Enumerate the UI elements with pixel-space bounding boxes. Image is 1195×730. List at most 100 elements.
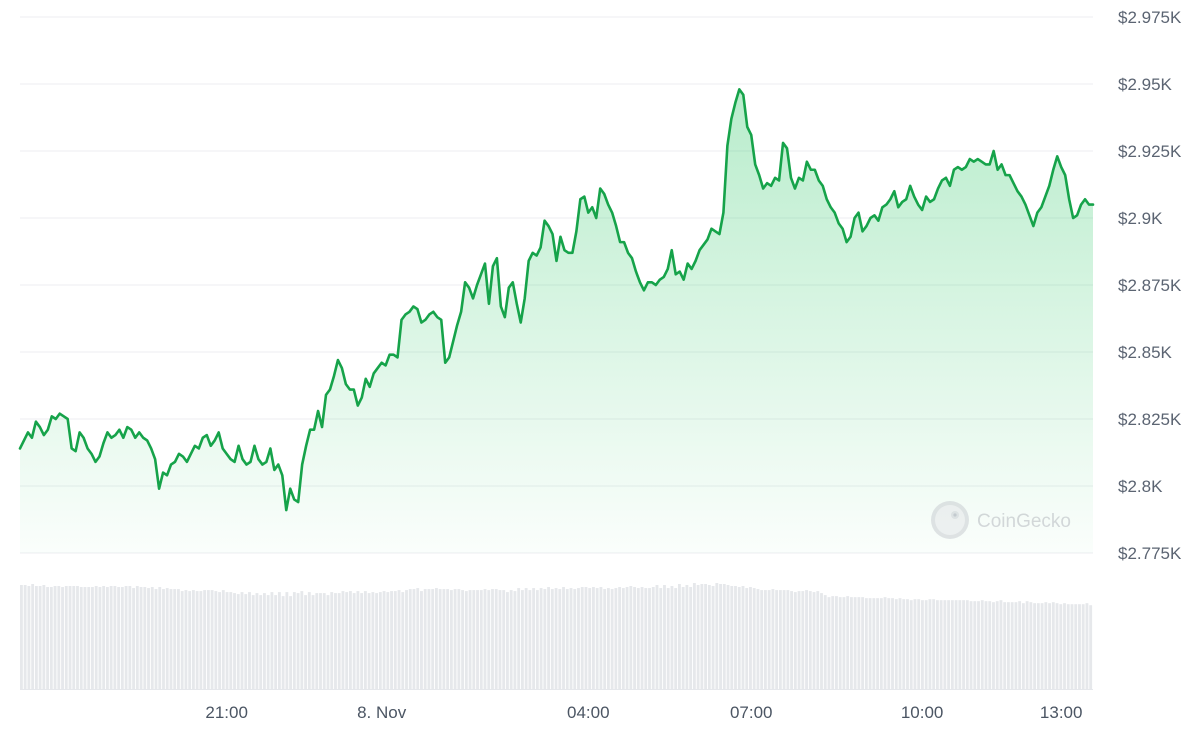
volume-bar (842, 597, 846, 689)
volume-bar (191, 590, 195, 689)
volume-bar (461, 590, 465, 689)
volume-bar (984, 601, 988, 689)
volume-bar (416, 588, 420, 689)
volume-bar (928, 599, 932, 689)
volume-bar (1066, 604, 1070, 689)
volume-bar (169, 589, 173, 689)
volume-bar (23, 585, 27, 689)
volume-bar (427, 589, 431, 689)
volume-bar (102, 586, 106, 689)
volume-bar (678, 584, 681, 689)
volume-bar (969, 601, 973, 689)
volume-bar (289, 596, 293, 689)
y-tick-label: $2.925K (1118, 142, 1182, 161)
volume-bar (651, 587, 655, 689)
volume-bar (147, 588, 150, 689)
volume-bar (453, 589, 457, 689)
volume-bar (805, 590, 808, 689)
volume-bar (184, 590, 188, 689)
volume-bar (1048, 603, 1051, 689)
volume-bar (640, 587, 644, 689)
volume-bar (375, 593, 379, 689)
volume-bar (292, 592, 296, 689)
volume-bar (91, 587, 94, 689)
volume-bar (894, 599, 898, 689)
volume-bar (274, 595, 278, 689)
volume-bar (883, 597, 887, 689)
volume-bar (846, 596, 850, 689)
volume-bar (565, 589, 569, 689)
volume-bar (988, 601, 992, 689)
watermark: CoinGecko (931, 501, 1071, 539)
volume-bar (457, 589, 461, 689)
volume-bar (487, 590, 491, 689)
volume-bar (405, 590, 408, 689)
volume-bar (625, 587, 629, 689)
volume-bar (618, 587, 622, 689)
volume-bar (588, 588, 592, 689)
volume-bar (393, 591, 397, 689)
volume-bar (711, 586, 715, 689)
volume-bar (248, 592, 251, 689)
volume-bar (72, 586, 76, 689)
volume-bar (980, 600, 984, 689)
volume-bar (180, 591, 184, 689)
volume-bar (621, 588, 625, 689)
volume-bar (195, 591, 199, 689)
volume-bar (105, 587, 109, 689)
volume-bar (87, 587, 91, 689)
volume-bar (917, 599, 921, 689)
volume-bar (143, 587, 147, 689)
volume-bar (528, 590, 532, 689)
volume-bar (1055, 603, 1059, 689)
volume-bar (1089, 605, 1093, 689)
volume-bar (83, 587, 87, 689)
volume-bar (666, 588, 670, 689)
volume-bar (434, 588, 438, 689)
volume-bar (849, 597, 853, 689)
x-tick-label: 13:00 (1040, 703, 1083, 722)
volume-bar (648, 588, 651, 689)
volume-bar (277, 592, 281, 689)
volume-bar (363, 591, 367, 689)
y-tick-label: $2.825K (1118, 410, 1182, 429)
volume-bar (655, 585, 659, 689)
volume-bar (420, 591, 423, 689)
volume-bar (820, 593, 823, 689)
volume-bar (438, 589, 442, 689)
volume-bar (79, 587, 83, 689)
volume-bar (573, 589, 577, 689)
volume-bar (704, 584, 708, 689)
volume-bar (139, 587, 143, 689)
volume-bar (520, 590, 524, 689)
volume-bar (494, 589, 498, 689)
volume-bar (1085, 603, 1089, 689)
volume-bar (876, 598, 879, 689)
volume-bar (49, 587, 53, 689)
volume-bar (853, 597, 857, 689)
volume-bar (315, 593, 319, 689)
volume-bar (360, 593, 364, 689)
volume-bar (700, 584, 704, 689)
volume-bar (797, 591, 801, 689)
volume-bar (614, 588, 618, 689)
volume-bar (177, 589, 180, 689)
volume-bar (879, 598, 883, 689)
volume-bar (861, 597, 865, 689)
volume-bar (225, 592, 229, 689)
volume-bar (737, 587, 741, 689)
volume-bar (543, 589, 547, 689)
volume-bar (263, 593, 266, 689)
volume-bar (681, 587, 685, 689)
volume-bar (947, 600, 951, 689)
volume-bar (808, 591, 812, 689)
volume-bar (898, 598, 902, 689)
volume-bar (214, 591, 218, 689)
volume-bar (763, 590, 767, 689)
volume-bar (532, 588, 536, 689)
volume-bar (932, 599, 936, 689)
volume-bar (311, 595, 315, 689)
volume-bar (27, 586, 31, 689)
